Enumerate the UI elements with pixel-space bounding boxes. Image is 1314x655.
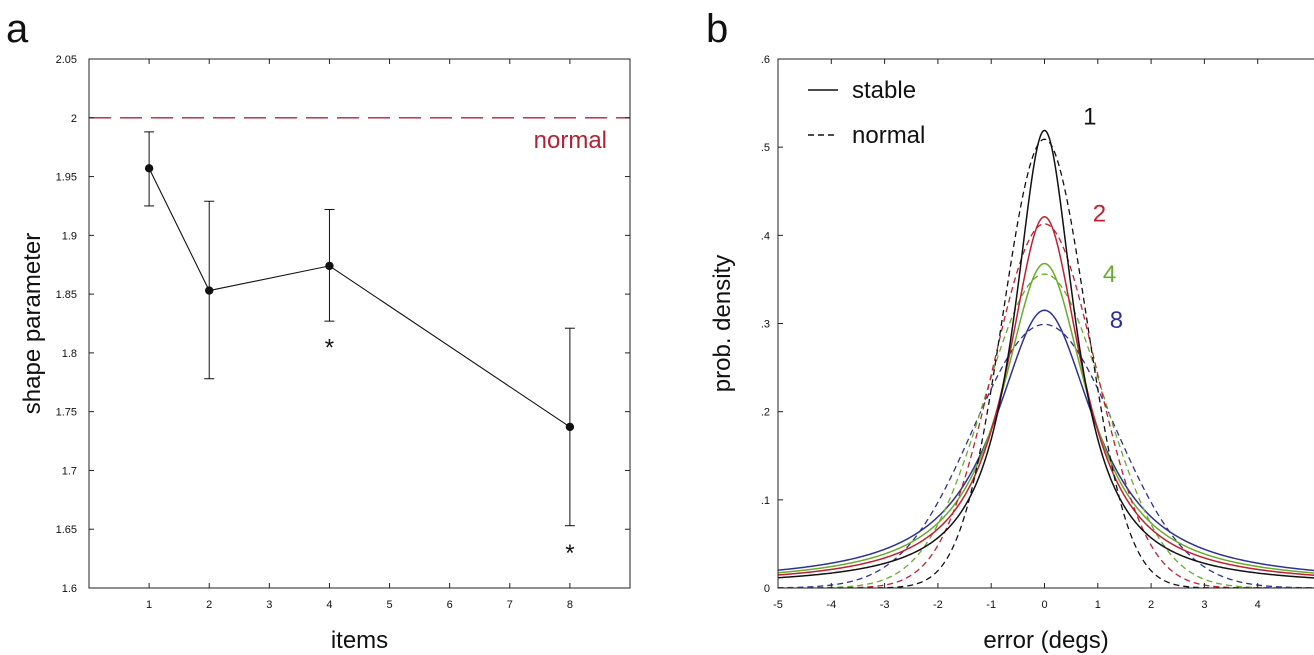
y-tick-label: 1.85 xyxy=(56,289,77,301)
curve-label-1: 1 xyxy=(1083,103,1096,130)
x-tick-label: -3 xyxy=(880,599,890,611)
x-tick-label: 7 xyxy=(507,599,513,611)
legend-normal-label: normal xyxy=(852,122,925,149)
curve-label-8: 8 xyxy=(1110,307,1123,334)
x-tick-label: 4 xyxy=(1255,599,1261,611)
y-tick-label: 1.95 xyxy=(56,172,77,184)
x-tick-label: 6 xyxy=(447,599,453,611)
panel-b: b -5 -4 -3 -2 -1 0 1 2 3 4 0 .1 .2 .3 .4 .5 .6 error (de… xyxy=(706,7,1314,654)
stable-curve-1 xyxy=(778,129,1314,579)
x-tick-label: 1 xyxy=(1095,599,1101,611)
y-tick-label: 1.8 xyxy=(62,348,77,360)
stable-curve-4 xyxy=(778,262,1314,574)
data-point xyxy=(565,422,575,432)
x-tick-label: 5 xyxy=(386,599,392,611)
stable-curve-8 xyxy=(778,309,1314,572)
data-point xyxy=(144,164,154,173)
curve-label-2: 2 xyxy=(1093,200,1106,227)
y-tick-label: .2 xyxy=(761,407,770,419)
y-tick-label: 1.9 xyxy=(62,230,77,242)
panel-b-curves xyxy=(778,129,1314,588)
normal-curve-4 xyxy=(778,273,1314,588)
y-tick-label: 2 xyxy=(71,113,77,125)
significance-asterisk: * xyxy=(565,540,574,567)
y-tick-label: .3 xyxy=(761,319,770,331)
panel-a-axes-box xyxy=(88,58,631,589)
y-tick-label: 1.65 xyxy=(56,524,77,536)
x-tick-label: 0 xyxy=(1041,599,1047,611)
curve-label-4: 4 xyxy=(1103,261,1116,288)
y-tick-label: 2.05 xyxy=(56,54,77,66)
y-tick-label: 1.75 xyxy=(56,407,77,419)
x-tick-label: 3 xyxy=(1201,599,1207,611)
panel-b-ylabel: prob. density xyxy=(709,255,736,392)
y-tick-label: .4 xyxy=(761,230,770,242)
y-tick-label: 0 xyxy=(764,583,770,595)
x-tick-label: -1 xyxy=(986,599,996,611)
panel-a-xlabel: items xyxy=(331,627,388,654)
x-tick-label: 2 xyxy=(206,599,212,611)
data-point xyxy=(325,261,334,271)
legend-stable-label: stable xyxy=(852,77,916,104)
significance-asterisk: * xyxy=(325,334,334,361)
panel-a-label: a xyxy=(6,7,29,51)
panel-a-ylabel: shape parameter xyxy=(19,233,46,414)
panel-b-ticks: -5 -4 -3 -2 -1 0 1 2 3 4 0 .1 .2 .3 .4 .5 .6 xyxy=(761,54,1261,611)
x-tick-label: 8 xyxy=(567,599,573,611)
panel-b-xlabel: error (degs) xyxy=(983,627,1108,654)
x-tick-label: -4 xyxy=(826,599,836,611)
normal-curve-8 xyxy=(778,323,1314,588)
x-tick-label: -2 xyxy=(933,599,943,611)
x-tick-label: 4 xyxy=(326,599,332,611)
normal-curve-2 xyxy=(778,223,1314,588)
x-tick-label: 2 xyxy=(1148,599,1154,611)
normal-curve-1 xyxy=(778,138,1314,588)
x-tick-label: 3 xyxy=(266,599,272,611)
reference-line-label: normal xyxy=(534,127,607,154)
y-tick-label: .1 xyxy=(761,495,770,507)
y-tick-label: 1.6 xyxy=(62,583,77,595)
stable-curve-2 xyxy=(778,216,1314,576)
panel-a: a ** 1 2 3 4 5 6 7 81.61.651.71.751.81.851.91.9… xyxy=(6,7,631,654)
panel-a-plot-area: ** xyxy=(89,117,630,567)
y-tick-label: .6 xyxy=(761,54,770,66)
panel-b-label: b xyxy=(706,7,728,51)
y-tick-label: 1.7 xyxy=(62,465,77,477)
y-tick-label: .5 xyxy=(761,142,770,154)
x-tick-label: -5 xyxy=(773,599,783,611)
series-line xyxy=(148,168,571,428)
panel-a-ticks: 1 2 3 4 5 6 7 8 1.6 1.65 1.7 1.75 1.8 1.85 1.9 1.95 2 2.0… xyxy=(56,54,630,611)
data-point xyxy=(205,286,214,295)
x-tick-label: 1 xyxy=(146,599,152,611)
legend: stable normal xyxy=(808,77,925,149)
